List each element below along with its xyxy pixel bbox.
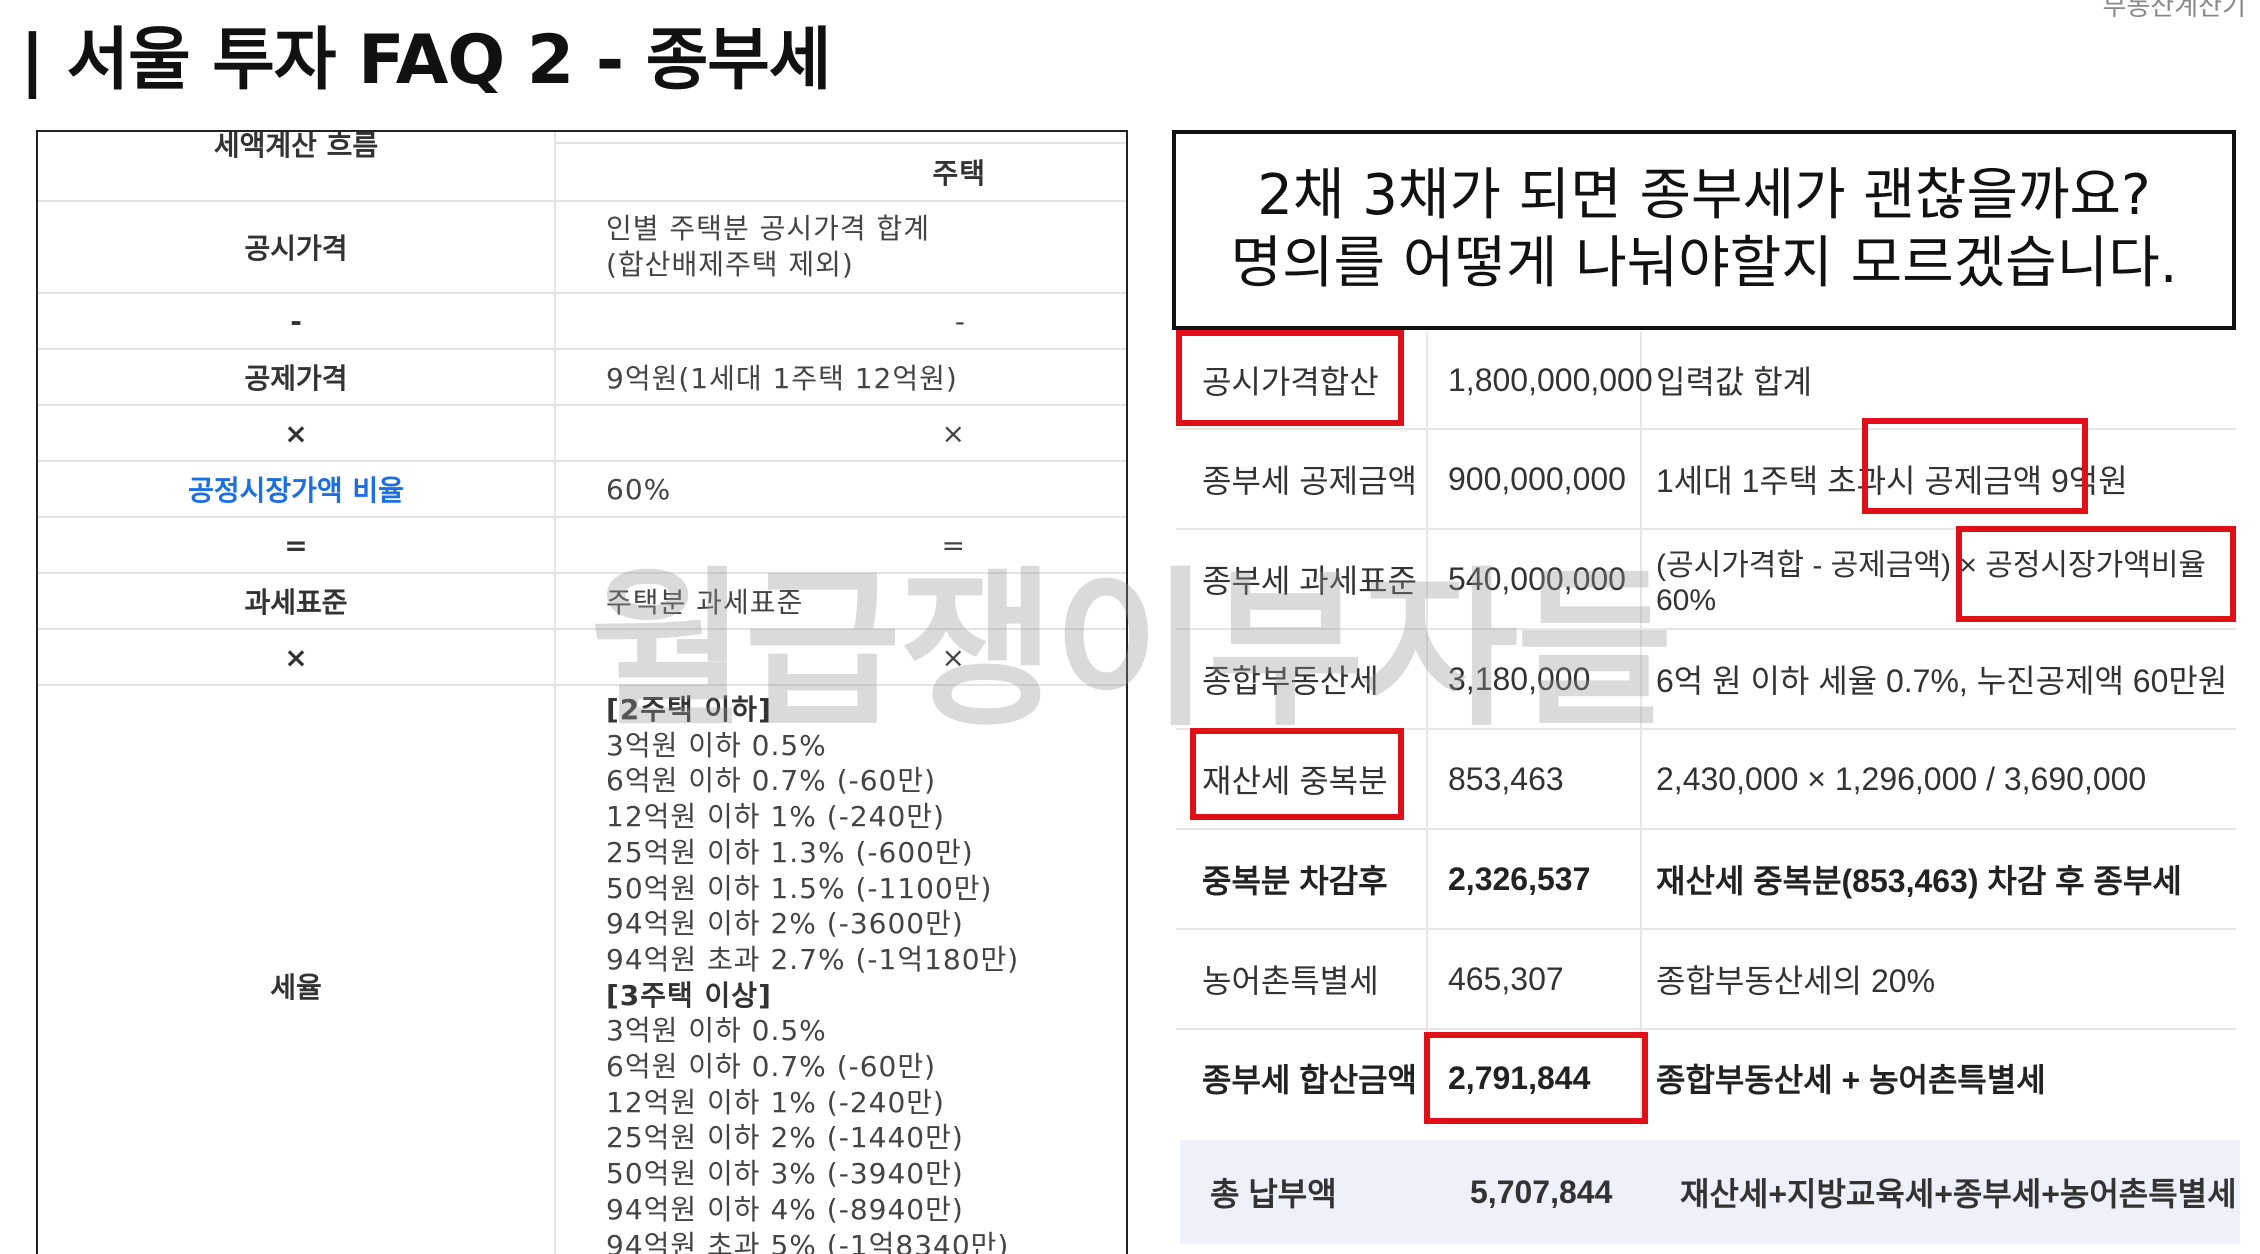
rate-item: 50억원 이하 1.5% (-1100만) [606, 871, 993, 905]
row-value-line2: (합산배제주택 제외) [606, 248, 854, 281]
calc-note: 재산세 중복분(853,463) 차감 후 종부세 [1656, 863, 2182, 899]
calc-label: 중복분 차감후 [1202, 863, 1388, 899]
calc-value: 3,180,000 [1448, 660, 1591, 697]
calc-note: 6억 원 이하 세율 0.7%, 누진공제액 60만원 [1656, 663, 2228, 699]
row-value: × [941, 640, 966, 674]
calc-label: 재산세 중복분 [1202, 763, 1388, 799]
rate-values: [2주택 이하] 3억원 이하 0.5% 6억원 이하 0.7% (-60만) … [556, 686, 1126, 1254]
calc-label: 종부세 합산금액 [1202, 1062, 1417, 1098]
tax-rate-row: 세율 [2주택 이하] 3억원 이하 0.5% 6억원 이하 0.7% (-60… [38, 686, 1126, 1254]
calc-row: 재산세 중복분 853,463 2,430,000 × 1,296,000 / … [1176, 730, 2236, 830]
rate-item: 94억원 초과 2.7% (-1억180만) [606, 942, 1020, 976]
row-value-line1: 인별 주택분 공시가격 합계 [606, 212, 931, 245]
total-row: 총 납부액 5,707,844 재산세+지방교육세+종부세+농어촌특별세 [1180, 1140, 2240, 1244]
row-label-link[interactable]: 공정시장가액 비율 [38, 462, 556, 516]
header-right-label: 주택 [932, 157, 986, 190]
calc-row: 종부세 공제금액 900,000,000 1세대 1주택 초과시 공제금액 9억… [1176, 430, 2236, 530]
calc-value: 1,800,000,000 [1448, 361, 1653, 398]
highlight-box [1862, 418, 2088, 514]
calc-row: 종부세 합산금액 2,791,844 종합부동산세 + 농어촌특별세 [1176, 1030, 2236, 1126]
highlight-box [1190, 728, 1404, 820]
table-row: × × [38, 630, 1126, 686]
question-line1: 2채 3채가 되면 종부세가 괜찮을까요? [1257, 163, 2151, 228]
row-value: 60% [606, 472, 672, 506]
rate-heading-2house: [2주택 이하] [606, 693, 772, 726]
row-label: - [38, 294, 556, 348]
calc-value: 900,000,000 [1448, 460, 1626, 497]
rate-heading-3house: [3주택 이상] [606, 978, 772, 1012]
rate-item: 3억원 이하 0.5% [606, 1014, 827, 1048]
highlight-box [1424, 1032, 1648, 1124]
calc-label: 농어촌특별세 [1202, 963, 1379, 999]
total-note: 재산세+지방교육세+종부세+농어촌특별세 [1680, 1176, 2237, 1212]
table-row: 공정시장가액 비율 60% [38, 462, 1126, 518]
table-row: 과세표준 주택분 과세표준 [38, 574, 1126, 630]
rate-item: 94억원 이하 4% (-8940만) [606, 1192, 964, 1226]
row-label: × [38, 630, 556, 684]
rate-label: 세율 [38, 686, 556, 1254]
calc-note: 1세대 1주택 초과시 공제금액 9억원 [1656, 463, 2128, 499]
total-label: 총 납부액 [1210, 1176, 1337, 1212]
rate-item: 25억원 이하 2% (-1440만) [606, 1121, 964, 1155]
calc-note: 2,430,000 × 1,296,000 / 3,690,000 [1656, 760, 2147, 797]
calc-value: 2,326,537 [1448, 860, 1591, 897]
table-row: - - [38, 294, 1126, 350]
calc-label: 종부세 공제금액 [1202, 463, 1417, 499]
header-right: 주택 [556, 142, 1126, 200]
calc-value: 540,000,000 [1448, 560, 1626, 597]
row-value: 주택분 과세표준 [606, 586, 804, 619]
row-label: × [38, 406, 556, 460]
row-value: = [941, 528, 966, 562]
row-value: × [941, 416, 966, 450]
calc-value: 853,463 [1448, 760, 1564, 797]
rate-item: 12억원 이하 1% (-240만) [606, 1085, 945, 1119]
calc-row: 공시가격합산 1,800,000,000 입력값 합계 [1176, 332, 2236, 430]
calc-value: 465,307 [1448, 960, 1564, 997]
rate-item: 50억원 이하 3% (-3940만) [606, 1157, 964, 1191]
calc-row: 종부세 과세표준 540,000,000 (공시가격합 - 공제금액) × 공정… [1176, 530, 2236, 630]
row-label: 공제가격 [38, 350, 556, 404]
table-header-row: 세액계산 흐름 주택 [38, 132, 1126, 202]
highlight-box [1956, 526, 2236, 622]
header-left: 세액계산 흐름 [38, 132, 556, 200]
rate-item: 94억원 초과 5% (-1억8340만) [606, 1228, 1010, 1254]
row-label: = [38, 518, 556, 572]
rate-item: 6억원 이하 0.7% (-60만) [606, 764, 937, 798]
question-line2: 명의를 어떻게 나눠야할지 모르겠습니다. [1230, 231, 2178, 296]
tax-flow-table: 세액계산 흐름 주택 공시가격 인별 주택분 공시가격 합계 (합산배제주택 제… [36, 130, 1128, 1254]
corner-label: 부동산계산기 [2102, 0, 2246, 22]
row-value: - [954, 304, 966, 338]
rate-item: 12억원 이하 1% (-240만) [606, 800, 945, 834]
calc-note: 종합부동산세 + 농어촌특별세 [1656, 1062, 2046, 1098]
watermark: 월급쟁이부자들 [590, 552, 1673, 750]
page-title: | 서울 투자 FAQ 2 - 종부세 [20, 21, 831, 100]
total-value: 5,707,844 [1470, 1173, 1613, 1210]
row-label: 공시가격 [38, 202, 556, 292]
row-value: 9억원(1세대 1주택 12억원) [606, 362, 958, 395]
calc-label: 종합부동산세 [1202, 663, 1379, 699]
calc-row: 종합부동산세 3,180,000 6억 원 이하 세율 0.7%, 누진공제액 … [1176, 630, 2236, 730]
row-value: 인별 주택분 공시가격 합계 (합산배제주택 제외) [556, 202, 1126, 292]
table-row: × × [38, 406, 1126, 462]
rate-item: 6억원 이하 0.7% (-60만) [606, 1050, 937, 1084]
question-box: 2채 3채가 되면 종부세가 괜찮을까요? 명의를 어떻게 나눠야할지 모르겠습… [1172, 130, 2236, 330]
highlight-box [1176, 330, 1404, 426]
calc-row: 농어촌특별세 465,307 종합부동산세의 20% [1176, 930, 2236, 1030]
calc-row: 중복분 차감후 2,326,537 재산세 중복분(853,463) 차감 후 … [1176, 830, 2236, 930]
table-row: 공제가격 9억원(1세대 1주택 12억원) [38, 350, 1126, 406]
rate-item: 3억원 이하 0.5% [606, 728, 827, 762]
rate-item: 25억원 이하 1.3% (-600만) [606, 835, 974, 869]
calc-label: 종부세 과세표준 [1202, 563, 1417, 599]
table-row: = = [38, 518, 1126, 574]
calc-note: 종합부동산세의 20% [1656, 963, 1936, 999]
row-label: 과세표준 [38, 574, 556, 628]
rate-item: 94억원 이하 2% (-3600만) [606, 907, 964, 941]
rate-list: [2주택 이하] 3억원 이하 0.5% 6억원 이하 0.7% (-60만) … [606, 686, 1019, 1254]
table-row: 공시가격 인별 주택분 공시가격 합계 (합산배제주택 제외) [38, 202, 1126, 294]
calc-value: 2,791,844 [1448, 1059, 1591, 1096]
calc-note: 입력값 합계 [1656, 364, 1813, 400]
calc-label: 공시가격합산 [1202, 364, 1379, 400]
calc-note: (공시가격합 - 공제금액) × 공정시장가액비율 60% [1656, 549, 2207, 617]
